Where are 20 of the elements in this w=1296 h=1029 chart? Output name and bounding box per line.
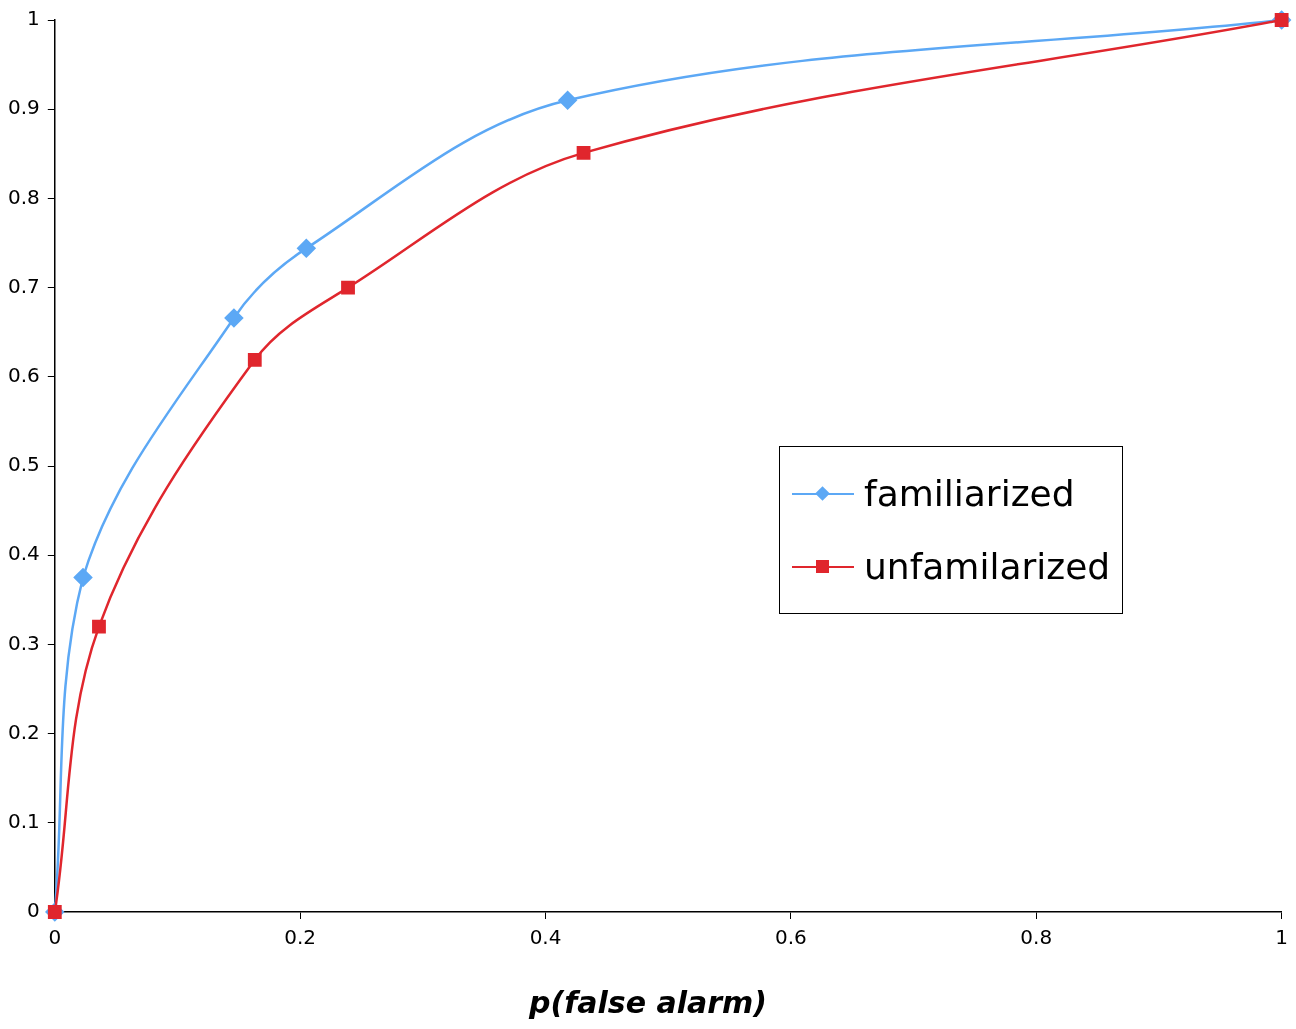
y-tick-label: 1 bbox=[27, 6, 40, 31]
y-tick-label: 0.4 bbox=[7, 541, 40, 566]
y-tick-label: 0.3 bbox=[7, 630, 40, 655]
y-tick-label: 0.2 bbox=[7, 719, 40, 744]
y-tick-label: 0 bbox=[27, 898, 40, 923]
x-tick-label: 0.8 bbox=[1020, 925, 1053, 950]
y-tick-label: 0.5 bbox=[7, 452, 40, 477]
x-tick-label: 0.4 bbox=[529, 925, 562, 950]
x-tick-label: 0 bbox=[48, 925, 62, 950]
x-axis-title: p(false alarm) bbox=[527, 985, 768, 1020]
y-tick-label: 0.8 bbox=[7, 184, 40, 209]
x-tick-label: 0.2 bbox=[284, 925, 317, 950]
legend-label: unfamilarized bbox=[864, 546, 1111, 587]
legend-label: familiarized bbox=[864, 473, 1075, 514]
y-tick-label: 0.1 bbox=[7, 809, 40, 833]
x-tick-label: 0.6 bbox=[775, 925, 807, 950]
y-tick-label: 0.9 bbox=[7, 95, 40, 120]
y-tick-label: 0.6 bbox=[7, 363, 40, 387]
x-tick-label: 1 bbox=[1275, 925, 1288, 950]
y-tick-label: 0.7 bbox=[7, 273, 40, 298]
